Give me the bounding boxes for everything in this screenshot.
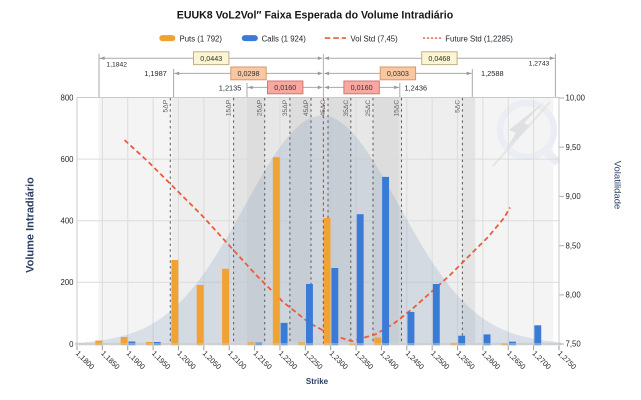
svg-text:8,50: 8,50 xyxy=(566,241,582,250)
svg-text:10,00: 10,00 xyxy=(566,94,586,103)
svg-text:400: 400 xyxy=(60,217,74,226)
svg-text:45ΔC: 45ΔC xyxy=(320,100,327,117)
svg-text:Volume Intradiário: Volume Intradiário xyxy=(25,177,37,273)
svg-text:25ΔP: 25ΔP xyxy=(257,99,264,116)
svg-text:Vol Std (7,45): Vol Std (7,45) xyxy=(351,34,399,43)
svg-text:Future Std (1,2285): Future Std (1,2285) xyxy=(445,34,513,43)
svg-text:0,0298: 0,0298 xyxy=(238,69,260,78)
svg-text:Calls (1 924): Calls (1 924) xyxy=(262,34,307,43)
svg-text:600: 600 xyxy=(60,155,74,164)
svg-text:1,1842: 1,1842 xyxy=(106,61,127,68)
svg-text:Volatilidade: Volatilidade xyxy=(612,161,623,210)
svg-text:0,0303: 0,0303 xyxy=(387,69,409,78)
svg-text:5ΔP: 5ΔP xyxy=(162,99,169,112)
svg-text:7,50: 7,50 xyxy=(566,340,582,349)
svg-text:1,1987: 1,1987 xyxy=(144,69,167,78)
svg-text:0: 0 xyxy=(69,340,74,349)
svg-text:1,2588: 1,2588 xyxy=(481,69,504,78)
svg-text:5ΔC: 5ΔC xyxy=(454,100,461,113)
svg-text:45ΔP: 45ΔP xyxy=(303,99,310,116)
svg-text:800: 800 xyxy=(60,93,74,102)
svg-text:25ΔC: 25ΔC xyxy=(365,100,372,117)
svg-text:Puts (1 792): Puts (1 792) xyxy=(180,34,223,43)
svg-text:35ΔP: 35ΔP xyxy=(282,99,289,116)
svg-text:9,50: 9,50 xyxy=(566,143,582,152)
svg-text:0,0160: 0,0160 xyxy=(351,83,373,92)
svg-text:1,2436: 1,2436 xyxy=(405,83,428,92)
svg-text:0,0443: 0,0443 xyxy=(200,54,222,63)
svg-text:EUUK8 VoL2Vol″ Faixa Esperada: EUUK8 VoL2Vol″ Faixa Esperada do Volume … xyxy=(177,10,454,22)
svg-text:15ΔC: 15ΔC xyxy=(394,100,401,117)
svg-text:35ΔC: 35ΔC xyxy=(343,100,350,117)
svg-text:15ΔP: 15ΔP xyxy=(226,99,233,116)
svg-text:1,2743: 1,2743 xyxy=(529,61,550,68)
svg-text:Strike: Strike xyxy=(306,377,329,386)
svg-text:9,00: 9,00 xyxy=(566,192,582,201)
svg-text:0,0468: 0,0468 xyxy=(428,54,450,63)
svg-text:0,0160: 0,0160 xyxy=(274,83,296,92)
svg-text:200: 200 xyxy=(60,278,74,287)
svg-text:8,00: 8,00 xyxy=(566,291,582,300)
svg-text:1,2135: 1,2135 xyxy=(219,83,242,92)
